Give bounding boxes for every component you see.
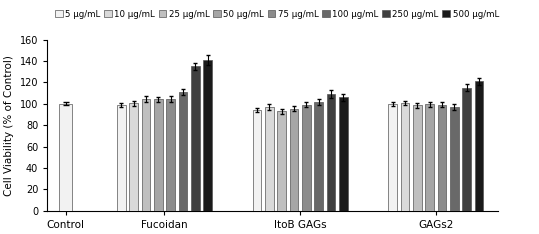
Bar [314, 102, 323, 211]
Bar [389, 104, 397, 211]
Bar [475, 81, 483, 211]
Bar [278, 111, 286, 211]
Legend: 5 μg/mL, 10 μg/mL, 25 μg/mL, 50 μg/mL, 75 μg/mL, 100 μg/mL, 250 μg/mL, 500 μg/mL: 5 μg/mL, 10 μg/mL, 25 μg/mL, 50 μg/mL, 7… [52, 6, 502, 22]
Bar [167, 99, 175, 211]
Bar [438, 105, 446, 211]
Bar [327, 94, 335, 211]
Bar [142, 99, 150, 211]
Bar [462, 88, 471, 211]
Bar [413, 105, 421, 211]
Bar [302, 105, 310, 211]
Bar [117, 105, 126, 211]
Bar [289, 109, 298, 211]
Bar [400, 103, 409, 211]
Bar [191, 66, 199, 211]
Bar [253, 110, 261, 211]
Bar [178, 92, 187, 211]
Bar [339, 97, 348, 211]
Bar [154, 99, 163, 211]
Y-axis label: Cell Viability (% of Control): Cell Viability (% of Control) [4, 55, 14, 196]
Bar [203, 60, 212, 211]
Bar [59, 104, 72, 211]
Bar [265, 107, 274, 211]
Bar [450, 107, 459, 211]
Bar [425, 104, 434, 211]
Bar [129, 103, 138, 211]
